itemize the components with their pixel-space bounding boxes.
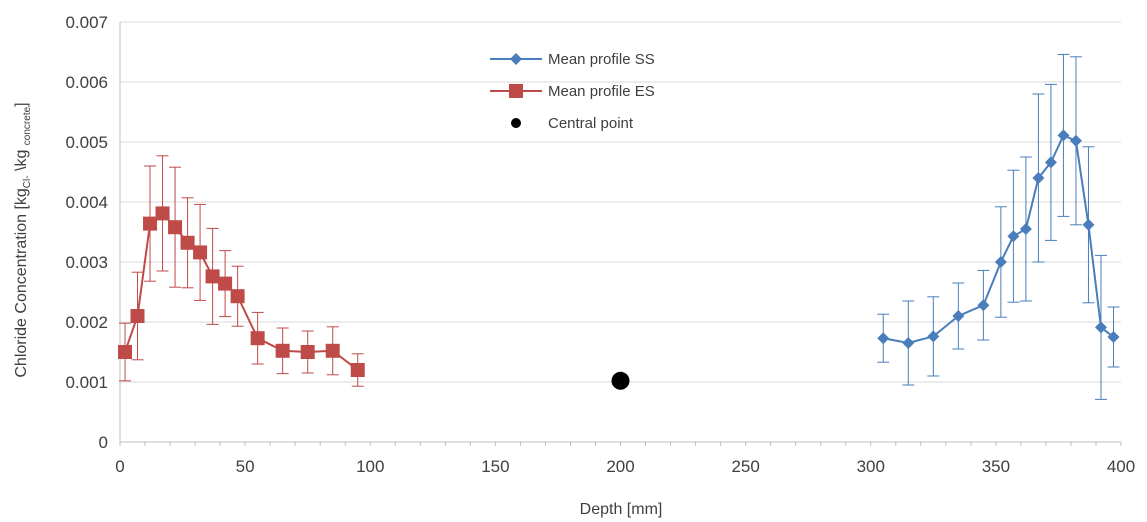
legend-label: Mean profile SS (548, 51, 655, 68)
data-point (1007, 230, 1020, 243)
legend-label: Central point (548, 115, 634, 132)
data-point (250, 331, 265, 346)
data-point (1069, 134, 1082, 147)
data-point (218, 276, 233, 291)
data-point (155, 206, 170, 221)
x-tick-labels: 0 50 100 150 200 250 300 350 400 (115, 457, 1135, 476)
data-point (1032, 172, 1045, 184)
y-tick-label: 0.007 (65, 13, 108, 32)
x-tick-label: 200 (606, 457, 634, 476)
data-point (180, 235, 195, 250)
y-tick-label: 0.002 (65, 313, 108, 332)
data-point (1094, 321, 1107, 334)
x-tick-label: 300 (857, 457, 885, 476)
series-diamond (877, 53, 1120, 400)
data-point (1044, 156, 1057, 169)
data-point (350, 363, 365, 377)
legend: Mean profile SS Mean profile ES Central po… (490, 51, 655, 132)
y-tick-labels: 0 0.001 0.002 0.003 0.004 0.005 0.006 0.007 (65, 13, 108, 452)
series-line (883, 134, 1115, 345)
x-tick-label: 150 (481, 457, 509, 476)
data-point (1019, 223, 1032, 235)
data-point (611, 371, 630, 390)
data-point (927, 330, 940, 343)
legend-item: Mean profile ES (490, 83, 655, 100)
data-point (1107, 331, 1120, 343)
x-tick-label: 250 (731, 457, 759, 476)
data-point (1057, 129, 1070, 142)
data-point (130, 309, 145, 323)
y-tick-label: 0.004 (65, 193, 108, 212)
legend-marker (511, 118, 521, 128)
data-point (143, 216, 158, 231)
x-tick-label: 100 (356, 457, 384, 476)
y-tick-label: 0.003 (65, 253, 108, 272)
data-point (168, 220, 183, 235)
data-point (205, 269, 220, 284)
y-axis-label: Chloride Concentration [kgCl- \kg concre… (13, 102, 33, 377)
data-point (193, 245, 208, 260)
series-square (118, 155, 365, 387)
data-point (977, 299, 990, 312)
x-tick-label: 350 (982, 457, 1010, 476)
plot-area (118, 53, 1120, 400)
data-point (275, 343, 290, 358)
y-tick-label: 0.005 (65, 133, 108, 152)
data-point (325, 343, 340, 358)
data-point (230, 289, 245, 304)
data-point (994, 256, 1007, 268)
data-point (952, 310, 965, 322)
legend-marker (509, 84, 523, 98)
data-point (877, 332, 890, 345)
y-axis-label-sub2: concrete (22, 106, 33, 145)
legend-label: Mean profile ES (548, 83, 655, 100)
y-tick-label: 0 (99, 433, 108, 452)
y-tick-label: 0.001 (65, 373, 108, 392)
y-axis-label-mid: \kg (13, 145, 30, 175)
x-tick-label: 0 (115, 457, 124, 476)
x-tick-label: 400 (1107, 457, 1135, 476)
y-tick-label: 0.006 (65, 73, 108, 92)
y-axis-label-main: Chloride Concentration [kg (13, 188, 30, 377)
legend-item: Central point (511, 115, 634, 132)
x-tick-label: 50 (236, 457, 255, 476)
gridlines (120, 21, 1121, 383)
y-axis-label-sub1: Cl- (22, 175, 33, 188)
y-axis-label-end: ] (13, 102, 30, 106)
axes (119, 22, 1122, 446)
data-point (300, 345, 315, 359)
legend-marker (510, 53, 522, 65)
data-point (902, 337, 915, 349)
legend-item: Mean profile SS (490, 51, 655, 68)
x-axis-label: Depth [mm] (580, 501, 663, 518)
data-point (1082, 218, 1095, 231)
series-circle (611, 371, 630, 390)
data-point (118, 345, 133, 359)
